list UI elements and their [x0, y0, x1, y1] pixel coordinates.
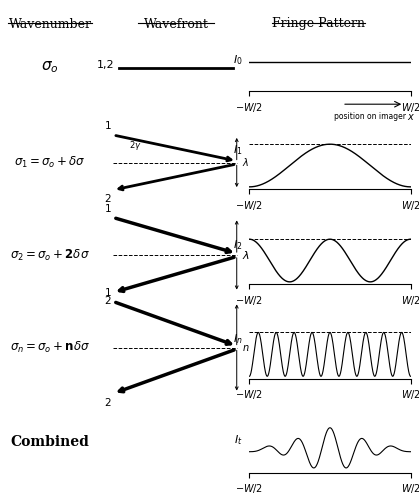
Text: $2\gamma$: $2\gamma$ [129, 140, 142, 152]
Text: 1,2: 1,2 [96, 60, 114, 70]
Text: position on imager: position on imager [334, 112, 406, 121]
Text: Fringe Pattern: Fringe Pattern [272, 18, 365, 30]
Text: $x$: $x$ [406, 112, 415, 122]
Text: 2: 2 [104, 398, 111, 407]
Text: 1: 1 [104, 288, 111, 298]
Text: $n\lambda/2$: $n\lambda/2$ [242, 341, 264, 354]
Text: Wavenumber: Wavenumber [9, 18, 92, 30]
Text: $I_0$: $I_0$ [233, 54, 243, 67]
Text: $\sigma_n = \sigma_o + \mathbf{n}\delta\sigma$: $\sigma_n = \sigma_o + \mathbf{n}\delta\… [10, 340, 90, 355]
Text: $I_t$: $I_t$ [234, 434, 243, 448]
Text: 2: 2 [104, 296, 111, 306]
Text: $I_n$: $I_n$ [233, 332, 243, 346]
Text: $I_2$: $I_2$ [233, 238, 243, 252]
Text: $\sigma_o$: $\sigma_o$ [41, 60, 59, 76]
Text: $I_1$: $I_1$ [233, 144, 243, 158]
Text: 1: 1 [104, 204, 111, 214]
Text: $\lambda/2$: $\lambda/2$ [242, 156, 258, 169]
Text: 2: 2 [104, 194, 111, 204]
Text: $\lambda$: $\lambda$ [242, 249, 250, 261]
Text: 1: 1 [104, 121, 111, 131]
Text: Combined: Combined [11, 436, 90, 450]
Text: Wavefront: Wavefront [144, 18, 208, 30]
Text: $\sigma_2 = \sigma_o + \mathbf{2}\delta\sigma$: $\sigma_2 = \sigma_o + \mathbf{2}\delta\… [10, 248, 90, 262]
Text: $\sigma_1 = \sigma_o + \delta\sigma$: $\sigma_1 = \sigma_o + \delta\sigma$ [15, 155, 86, 170]
